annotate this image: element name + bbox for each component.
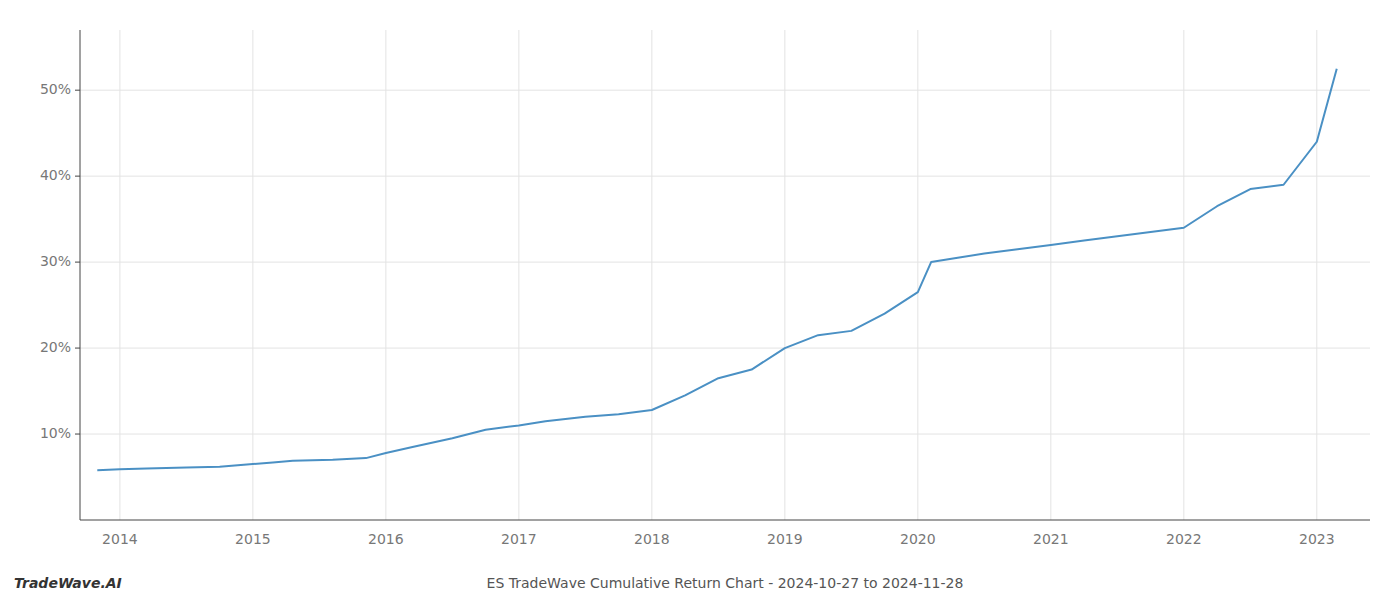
x-grid-line — [1316, 30, 1317, 520]
plot-area — [97, 69, 1336, 470]
y-grid-line — [80, 90, 1370, 91]
x-tick-label: 2019 — [767, 531, 803, 547]
y-axis-line — [80, 30, 81, 520]
x-tick-label: 2022 — [1166, 531, 1202, 547]
x-tick-label: 2020 — [900, 531, 936, 547]
y-grid-line — [80, 262, 1370, 263]
y-tick-label: 30% — [40, 253, 71, 269]
x-axis-line — [80, 520, 1370, 521]
x-tick-label: 2021 — [1033, 531, 1069, 547]
x-grid-line — [917, 30, 918, 520]
x-tick-label: 2016 — [368, 531, 404, 547]
watermark: TradeWave.AI — [14, 575, 122, 591]
x-grid-line — [119, 30, 120, 520]
x-grid-line — [1050, 30, 1051, 520]
x-tick-label: 2017 — [501, 531, 537, 547]
y-tick-label: 10% — [40, 425, 71, 441]
x-grid-line — [385, 30, 386, 520]
title: ES TradeWave Cumulative Return Chart - 2… — [487, 575, 964, 591]
y-grid-line — [80, 176, 1370, 177]
y-tick — [75, 262, 80, 263]
axes: 10% 20% 30% 40% 50% 2014 2015 2016 2017 2018 2019 2… — [40, 30, 1370, 547]
x-grid-line — [252, 30, 253, 520]
x-tick-label: 2023 — [1299, 531, 1335, 547]
x-tick-label: 2015 — [235, 531, 271, 547]
x-tick-label: 2018 — [634, 531, 670, 547]
y-tick — [75, 348, 80, 349]
x-grid-line — [518, 30, 519, 520]
y-tick-label: 50% — [40, 81, 71, 97]
grid — [80, 30, 1370, 520]
y-grid-line — [80, 348, 1370, 349]
y-tick-label: 20% — [40, 339, 71, 355]
y-grid-line — [80, 434, 1370, 435]
x-grid-line — [651, 30, 652, 520]
y-tick-label: 40% — [40, 167, 71, 183]
y-tick — [75, 434, 80, 435]
return-line — [97, 69, 1336, 470]
x-tick-label: 2014 — [102, 531, 138, 547]
y-tick — [75, 90, 80, 91]
x-grid-line — [784, 30, 785, 520]
y-tick — [75, 176, 80, 177]
chart: 10% 20% 30% 40% 50% 2014 2015 2016 2017 2018 2019 2… — [0, 0, 1400, 600]
x-grid-line — [1183, 30, 1184, 520]
